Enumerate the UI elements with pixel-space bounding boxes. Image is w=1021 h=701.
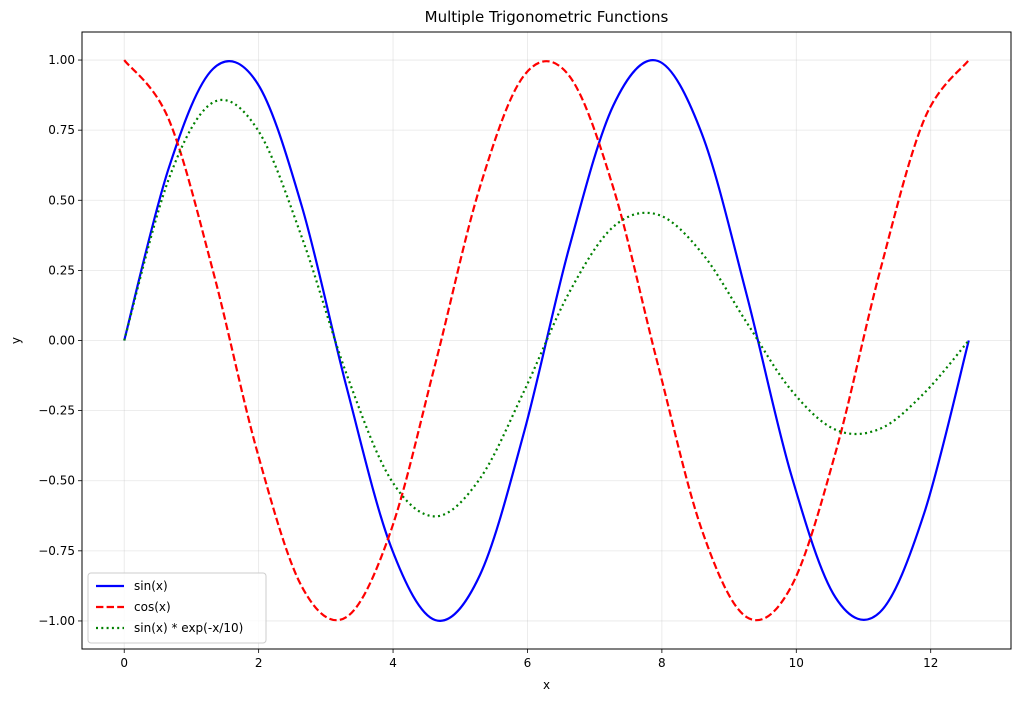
y-tick-label: 0.50: [48, 193, 75, 207]
legend: sin(x) cos(x) sin(x) * exp(-x/10): [87, 572, 267, 644]
series-line-2: [123, 59, 970, 622]
series-lines: [123, 59, 970, 622]
x-tick-label: 12: [923, 656, 938, 670]
x-tick-label: 4: [389, 656, 397, 670]
y-axis-ticks: 1.00 0.75 0.50 0.25 0.00 −0.25 −0.50 −0.75 −1.00: [38, 53, 82, 628]
x-tick-label: 2: [255, 656, 263, 670]
x-axis-ticks: 0 2 4 6 8 10 12: [120, 649, 938, 670]
y-tick-label: −0.50: [38, 474, 75, 488]
y-tick-label: 0.75: [48, 123, 75, 137]
x-tick-label: 10: [789, 656, 804, 670]
x-tick-label: 6: [524, 656, 532, 670]
x-axis-label: x: [543, 678, 550, 692]
legend-label: sin(x): [134, 579, 168, 593]
y-tick-label: 0.25: [48, 263, 75, 277]
y-tick-label: −0.75: [38, 544, 75, 558]
series-line-1: [123, 59, 970, 622]
y-tick-label: −1.00: [38, 614, 75, 628]
x-tick-label: 8: [658, 656, 666, 670]
legend-label: cos(x): [134, 600, 171, 614]
y-tick-label: 0.00: [48, 334, 75, 348]
series-line-3: [123, 98, 970, 518]
y-tick-label: −0.25: [38, 404, 75, 418]
chart-title: Multiple Trigonometric Functions: [425, 8, 669, 26]
y-axis-label: y: [9, 337, 23, 344]
x-tick-label: 0: [120, 656, 128, 670]
legend-label: sin(x) * exp(-x/10): [134, 621, 243, 635]
legend-frame: [87, 572, 267, 644]
y-tick-label: 1.00: [48, 53, 75, 67]
